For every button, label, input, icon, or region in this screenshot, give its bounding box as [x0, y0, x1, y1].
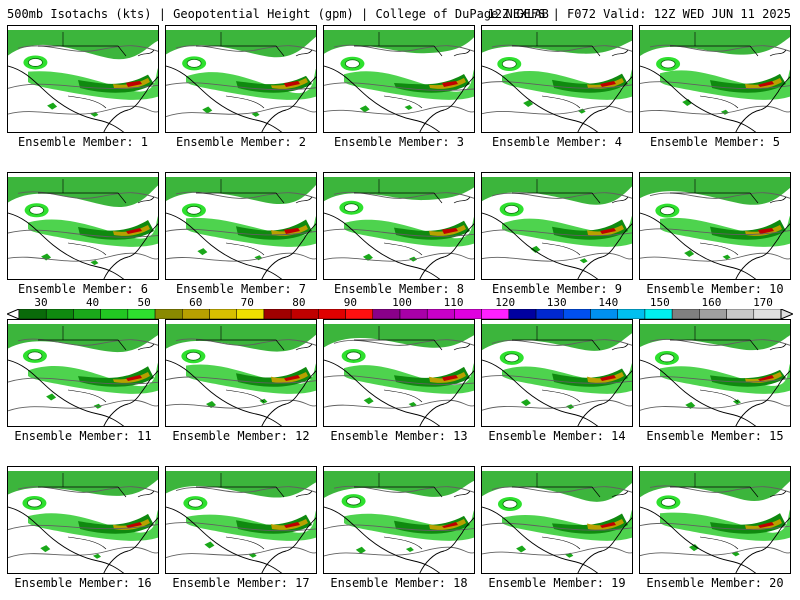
run-info: 12Z GEFS | F072 Valid: 12Z WED JUN 11 20… [487, 7, 791, 21]
ensemble-member-map [7, 319, 159, 427]
ensemble-member-map [639, 319, 791, 427]
colorbar-tick-label: 100 [392, 296, 412, 309]
colorbar-tick-label: 80 [292, 296, 306, 309]
colorbar-max-arrow [780, 309, 793, 319]
colorbar-swatch [699, 309, 727, 319]
ensemble-member-map [323, 319, 475, 427]
ensemble-member-map [323, 25, 475, 133]
colorbar-min-arrow [7, 309, 20, 319]
product-title: 500mb Isotachs (kts) | Geopotential Heig… [7, 7, 549, 21]
ensemble-member-map [481, 172, 633, 280]
ensemble-member-map [7, 466, 159, 574]
ensemble-member-label: Ensemble Member: 5 [649, 135, 781, 149]
colorbar-swatch [127, 309, 156, 319]
colorbar-swatch [426, 309, 455, 319]
colorbar-swatch [182, 309, 210, 319]
colorbar-swatches [7, 309, 793, 319]
colorbar-tick-label: 60 [189, 296, 203, 309]
colorbar-swatch [209, 309, 237, 319]
colorbar-tick-label: 140 [598, 296, 619, 309]
colorbar-ticks: 30 40 50 60 70 80 90 100 110 120 130 140 150 160 170 [7, 297, 793, 309]
colorbar-swatch [454, 309, 482, 319]
colorbar-swatch [563, 309, 591, 319]
ensemble-member-label: Ensemble Member: 18 [330, 576, 468, 590]
colorbar-tick-label: 170 [753, 296, 773, 309]
ensemble-member-map [323, 466, 475, 574]
colorbar-swatch [644, 309, 673, 319]
colorbar-swatch [753, 309, 782, 319]
colorbar-swatch [481, 309, 510, 319]
ensemble-member-label: Ensemble Member: 14 [488, 429, 626, 443]
ensemble-member-label: Ensemble Member: 19 [488, 576, 626, 590]
colorbar-tick-label: 160 [701, 296, 722, 309]
colorbar-swatch [290, 309, 319, 319]
ensemble-member-map [639, 172, 791, 280]
ensemble-member-map [481, 319, 633, 427]
colorbar-swatch [45, 309, 74, 319]
ensemble-member-map [639, 466, 791, 574]
colorbar-tick-label: 50 [137, 296, 151, 309]
ensemble-member-label: Ensemble Member: 3 [333, 135, 465, 149]
colorbar-swatch [726, 309, 755, 319]
colorbar-swatch [399, 309, 428, 319]
colorbar-tick-label: 90 [343, 296, 358, 309]
colorbar-swatch [100, 309, 129, 319]
ensemble-member-map [165, 172, 317, 280]
colorbar-swatch [318, 309, 346, 319]
ensemble-member-label: Ensemble Member: 7 [175, 282, 307, 296]
ensemble-member-label: Ensemble Member: 17 [172, 576, 310, 590]
ensemble-member-label: Ensemble Member: 9 [491, 282, 623, 296]
ensemble-member-map [481, 466, 633, 574]
colorbar-swatch [236, 309, 265, 319]
ensemble-member-label: Ensemble Member: 13 [330, 429, 468, 443]
ensemble-member-map [7, 172, 159, 280]
ensemble-member-map [323, 172, 475, 280]
ensemble-member-label: Ensemble Member: 12 [172, 429, 310, 443]
ensemble-member-label: Ensemble Member: 1 [17, 135, 149, 149]
colorbar-tick-label: 120 [495, 296, 516, 309]
colorbar-tick-label: 30 [34, 296, 48, 309]
colorbar-tick-label: 130 [546, 296, 567, 309]
ensemble-member-map [165, 25, 317, 133]
colorbar-swatch [617, 309, 646, 319]
ensemble-member-label: Ensemble Member: 8 [333, 282, 465, 296]
colorbar-swatch [18, 309, 47, 319]
ensemble-member-label: Ensemble Member: 10 [646, 282, 784, 296]
ensemble-member-map [7, 25, 159, 133]
colorbar-swatch [263, 309, 292, 319]
colorbar-swatch [73, 309, 101, 319]
ensemble-member-map [165, 319, 317, 427]
colorbar-swatch [535, 309, 564, 319]
colorbar-tick-label: 70 [240, 296, 254, 309]
ensemble-member-label: Ensemble Member: 16 [14, 576, 152, 590]
ensemble-member-label: Ensemble Member: 15 [646, 429, 784, 443]
ensemble-member-label: Ensemble Member: 4 [491, 135, 623, 149]
colorbar-swatch [345, 309, 374, 319]
ensemble-member-label: Ensemble Member: 6 [17, 282, 149, 296]
colorbar-tick-label: 110 [443, 296, 464, 309]
colorbar-swatch [671, 309, 700, 319]
colorbar-tick-label: 40 [85, 296, 100, 309]
ensemble-member-map [165, 466, 317, 574]
colorbar-tick-label: 150 [649, 296, 670, 309]
colorbar-swatch [154, 309, 183, 319]
ensemble-member-label: Ensemble Member: 2 [175, 135, 307, 149]
ensemble-member-map [639, 25, 791, 133]
ensemble-member-label: Ensemble Member: 20 [646, 576, 784, 590]
ensemble-member-label: Ensemble Member: 11 [14, 429, 152, 443]
colorbar: 30 40 50 60 70 80 90 100 110 120 130 140 150 160 170 [7, 297, 793, 319]
ensemble-member-map [481, 25, 633, 133]
colorbar-swatch [508, 309, 537, 319]
colorbar-swatch [590, 309, 618, 319]
colorbar-swatch [372, 309, 401, 319]
